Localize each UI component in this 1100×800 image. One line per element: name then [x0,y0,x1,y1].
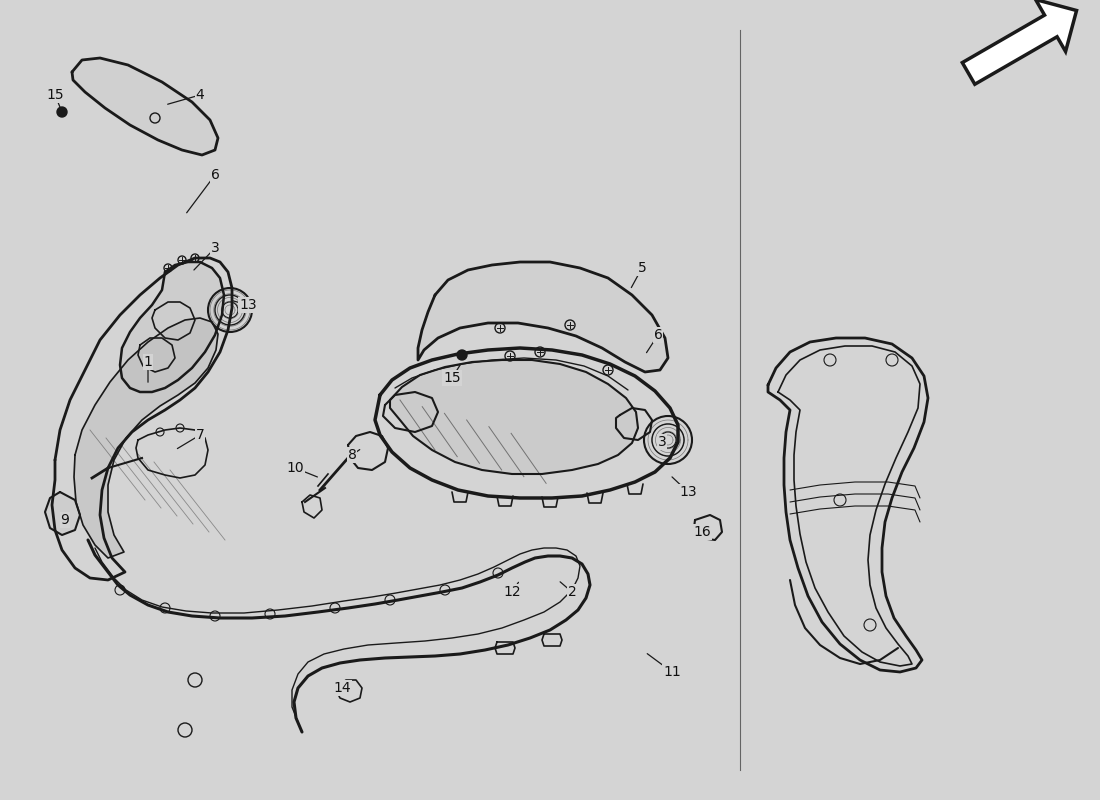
Circle shape [456,350,468,360]
Polygon shape [418,262,668,372]
Polygon shape [72,58,218,155]
Text: 3: 3 [658,435,667,449]
Text: 13: 13 [239,298,256,312]
Text: 6: 6 [653,328,662,342]
Text: 3: 3 [210,241,219,255]
Text: 12: 12 [503,585,520,599]
Polygon shape [45,492,80,535]
Text: 15: 15 [46,88,64,102]
Polygon shape [74,318,218,558]
Text: 2: 2 [568,585,576,599]
Circle shape [57,107,67,117]
Polygon shape [390,360,638,474]
Text: 13: 13 [679,485,696,499]
Text: 5: 5 [638,261,647,275]
Text: 9: 9 [60,513,69,527]
Polygon shape [120,262,224,392]
Text: 16: 16 [693,525,711,539]
Text: 1: 1 [144,355,153,369]
Text: 4: 4 [196,88,205,102]
Polygon shape [962,0,1077,84]
Text: 11: 11 [663,665,681,679]
Text: 7: 7 [196,428,205,442]
Text: 6: 6 [210,168,219,182]
Text: 14: 14 [333,681,351,695]
Text: 8: 8 [348,448,356,462]
Text: 15: 15 [443,371,461,385]
Text: 10: 10 [286,461,304,475]
